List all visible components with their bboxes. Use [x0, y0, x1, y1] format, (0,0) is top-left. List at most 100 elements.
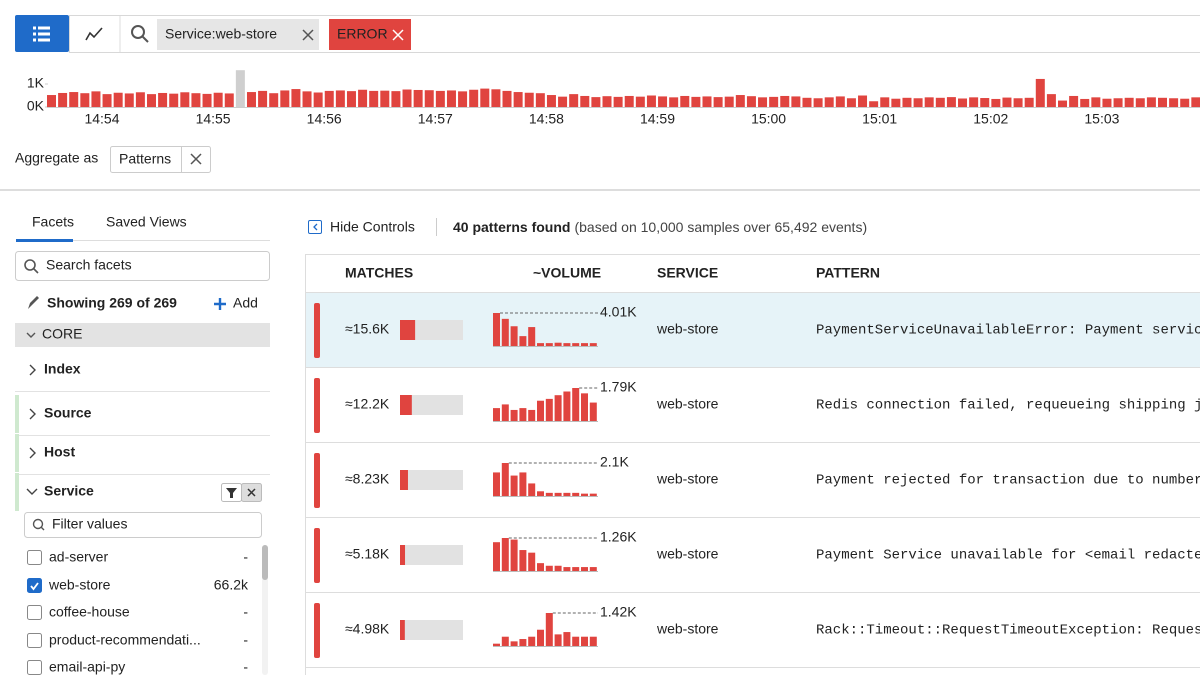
filter-box[interactable] [24, 512, 262, 538]
timeline-bar[interactable] [713, 97, 723, 107]
timeline-bar[interactable] [58, 92, 68, 107]
timeline-bar[interactable] [846, 98, 856, 107]
timeline-bar[interactable] [880, 97, 890, 107]
timeline-bar[interactable] [1158, 97, 1167, 107]
timeline-bar[interactable] [1124, 97, 1134, 107]
timeline-bar[interactable] [702, 96, 712, 107]
timeline-bar[interactable] [391, 91, 401, 107]
timeline-bar[interactable] [635, 96, 645, 107]
timeline-bar[interactable] [402, 89, 412, 107]
timeline-bar[interactable] [235, 70, 245, 107]
timeline-bar[interactable] [591, 97, 601, 107]
timeline-bar[interactable] [724, 96, 734, 107]
timeline-bar[interactable] [1191, 97, 1200, 107]
timeline-bar[interactable] [835, 96, 845, 107]
timeline-bar[interactable] [269, 93, 279, 107]
timeline-bar[interactable] [80, 93, 90, 107]
add-button[interactable]: Add [233, 295, 258, 311]
timeline-bar[interactable] [924, 97, 934, 107]
timeline-bar[interactable] [624, 95, 634, 107]
timeline-bar[interactable] [746, 96, 756, 107]
hide-controls[interactable]: Hide Controls [330, 219, 415, 235]
timeline-bar[interactable] [669, 97, 679, 107]
timeline-bar[interactable] [1102, 98, 1112, 107]
timeline-bar[interactable] [313, 92, 323, 107]
timeline-bar[interactable] [824, 97, 834, 107]
timeline-bar[interactable] [346, 91, 356, 107]
timeline-bar[interactable] [991, 98, 1001, 107]
chart-view-button[interactable] [85, 27, 103, 41]
timeline-bar[interactable] [258, 90, 268, 107]
timeline-bar[interactable] [491, 89, 501, 107]
timeline-bar[interactable] [902, 97, 912, 107]
timeline-bar[interactable] [1046, 94, 1056, 107]
timeline-bar[interactable] [869, 101, 879, 107]
timeline-bar[interactable] [446, 90, 456, 107]
timeline-bar[interactable] [369, 90, 379, 107]
timeline-bar[interactable] [524, 92, 534, 107]
timeline-bar[interactable] [113, 92, 123, 107]
timeline-bar[interactable] [1035, 78, 1045, 107]
timeline-bar[interactable] [91, 91, 101, 107]
checkbox[interactable] [27, 633, 42, 648]
scrollbar-thumb[interactable] [262, 545, 268, 580]
timeline-bar[interactable] [1069, 95, 1079, 107]
timeline-bar[interactable] [169, 93, 179, 107]
timeline-bar[interactable] [458, 91, 468, 107]
close-icon[interactable] [392, 29, 404, 41]
facet-value[interactable]: product-recommendati... [49, 632, 201, 648]
filter-chip[interactable] [157, 19, 319, 50]
facet-name[interactable]: Service [44, 483, 94, 499]
timeline-bar[interactable] [202, 93, 212, 107]
timeline-bar[interactable] [758, 97, 768, 107]
timeline-bar[interactable] [680, 95, 690, 107]
timeline-bar[interactable] [1146, 97, 1156, 107]
timeline-bar[interactable] [646, 95, 656, 108]
facet-value[interactable]: email-api-py [49, 659, 125, 675]
timeline-bar[interactable] [535, 93, 545, 107]
timeline-bar[interactable] [102, 94, 112, 107]
facet-name[interactable]: Host [44, 444, 75, 460]
timeline-bar[interactable] [124, 93, 134, 107]
facet-value[interactable]: coffee-house [49, 604, 130, 620]
timeline-bar[interactable] [1002, 97, 1012, 107]
timeline-bar[interactable] [513, 92, 523, 107]
timeline-bar[interactable] [946, 97, 956, 107]
column-header[interactable]: ~VOLUME [533, 265, 601, 281]
timeline-bar[interactable] [735, 95, 745, 107]
timeline-bar[interactable] [480, 88, 490, 107]
timeline-bar[interactable] [891, 98, 901, 107]
timeline-bar[interactable] [958, 98, 968, 107]
timeline-bar[interactable] [1024, 97, 1034, 107]
timeline-bar[interactable] [413, 89, 423, 107]
timeline-bar[interactable] [691, 96, 701, 107]
timeline-bar[interactable] [469, 89, 479, 107]
timeline-bar[interactable] [191, 93, 201, 107]
timeline-bar[interactable] [858, 95, 868, 108]
timeline-bar[interactable] [69, 92, 79, 107]
timeline-bar[interactable] [1135, 98, 1145, 107]
timeline-bar[interactable] [1113, 98, 1123, 107]
timeline-bar[interactable] [435, 90, 445, 107]
timeline-bar[interactable] [613, 96, 623, 107]
close-icon[interactable] [302, 29, 314, 41]
facet-value[interactable]: ad-server [49, 549, 108, 565]
timeline-bar[interactable] [813, 98, 823, 107]
timeline-bar[interactable] [302, 91, 312, 107]
timeline-bar[interactable] [1013, 98, 1023, 107]
timeline-bar[interactable] [769, 96, 779, 107]
column-header[interactable]: SERVICE [657, 265, 718, 281]
timeline-bar[interactable] [180, 92, 190, 107]
timeline-bar[interactable] [380, 90, 390, 107]
aggregate-chip[interactable] [110, 146, 211, 173]
checkbox[interactable] [27, 605, 42, 620]
checkbox[interactable] [27, 578, 42, 593]
timeline-bar[interactable] [246, 92, 256, 107]
timeline-bar[interactable] [424, 90, 434, 107]
timeline-bar[interactable] [546, 95, 556, 107]
column-header[interactable]: PATTERN [816, 265, 880, 281]
timeline-bar[interactable] [135, 92, 145, 107]
timeline-bar[interactable] [602, 96, 612, 107]
column-header[interactable]: MATCHES [345, 265, 413, 281]
close-icon[interactable] [247, 488, 256, 497]
